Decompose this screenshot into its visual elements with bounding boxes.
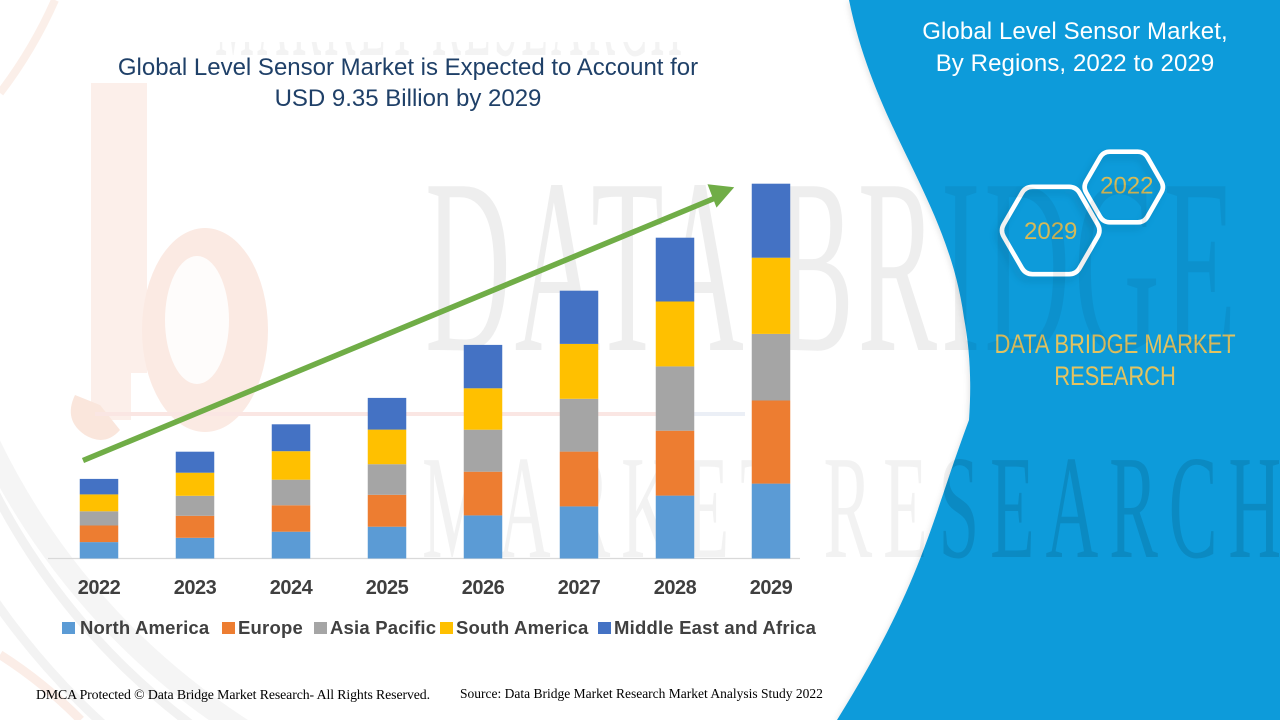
svg-text:MARKET RESEARCH: MARKET RESEARCH xyxy=(422,426,1280,590)
svg-text:MARKET RESEARCH: MARKET RESEARCH xyxy=(215,0,685,88)
svg-text:DATA BRIDGE: DATA BRIDGE xyxy=(425,128,1240,405)
svg-text:2029: 2029 xyxy=(1024,218,1077,245)
svg-text:2022: 2022 xyxy=(1100,173,1153,200)
